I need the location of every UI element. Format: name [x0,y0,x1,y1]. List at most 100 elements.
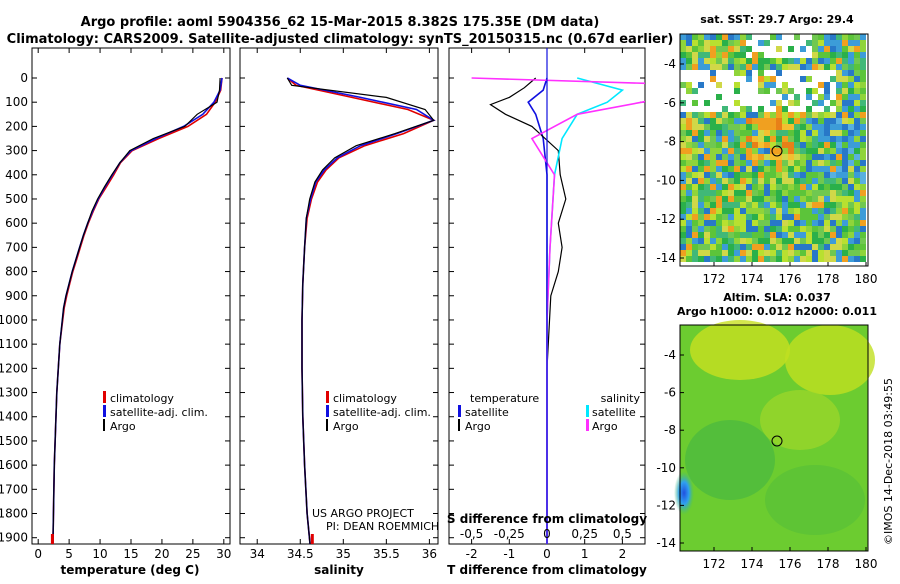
sst-cell [722,232,728,238]
sst-cell [698,220,704,226]
sst-cell [830,220,836,226]
sst-cell [698,238,704,244]
sst-cell [824,94,830,100]
sst-cell [776,214,782,220]
sst-cell [848,124,854,130]
sst-cell [836,172,842,178]
sst-cell [770,100,776,106]
sst-cell [830,118,836,124]
sst-cell [848,58,854,64]
sst-cell [812,64,818,70]
sst-cell [764,136,770,142]
sst-cell [818,100,824,106]
sst-cell [782,172,788,178]
sst-cell [800,136,806,142]
sst-cell [842,238,848,244]
sst-cell [680,190,686,196]
map-lon-tick-label: 174 [741,557,764,571]
sst-cell [788,130,794,136]
sst-cell [728,154,734,160]
sst-cell [830,136,836,142]
sst-cell [836,214,842,220]
sst-cell [716,112,722,118]
depth-tick-label: 600 [5,216,28,230]
sst-cell [692,154,698,160]
sst-cell [680,64,686,70]
sst-cell [758,214,764,220]
sst-cell [854,88,860,94]
sst-cell [824,40,830,46]
legend-swatch-t-argo [458,419,460,431]
salinity-tick-label: 35.5 [373,547,400,561]
sst-cell [812,172,818,178]
sst-cell [686,118,692,124]
sst-cell [830,184,836,190]
sst-map-frame [679,33,869,267]
temperature-tick-label: 5 [65,547,73,561]
sst-cell [746,238,752,244]
sst-cell [716,124,722,130]
sst-cell [806,88,812,94]
sst-cell [824,124,830,130]
sst-cell [830,142,836,148]
sst-cell [686,178,692,184]
sst-cell [758,166,764,172]
sst-cell [740,220,746,226]
legend-swatch-climatology [326,391,329,403]
sst-cell [842,40,848,46]
sst-cell [860,52,866,58]
sst-cell [848,100,854,106]
sst-cell [740,238,746,244]
sst-cell [704,256,710,262]
sst-cell [860,238,866,244]
sst-cell [734,172,740,178]
sst-cell [710,214,716,220]
sst-cell [722,226,728,232]
sst-cell [770,82,776,88]
sst-cell [794,226,800,232]
sst-cell [692,166,698,172]
sst-cell [782,58,788,64]
sst-cell [830,214,836,220]
sst-cell [788,118,794,124]
sst-cell [842,190,848,196]
sst-cell [848,88,854,94]
sst-cell [860,118,866,124]
sst-cell [860,82,866,88]
sst-cell [764,226,770,232]
sst-cell [740,70,746,76]
sst-cell [854,166,860,172]
sst-cell [794,148,800,154]
sst-cell [806,196,812,202]
t-difference-tick-label: 0 [543,547,551,561]
sst-cell [764,202,770,208]
sst-cell [740,130,746,136]
sst-cell [710,118,716,124]
sst-cell [860,40,866,46]
sst-cell [740,106,746,112]
sst-cell [698,130,704,136]
sst-cell [842,214,848,220]
sst-cell [716,136,722,142]
sst-cell [740,214,746,220]
sst-cell [740,112,746,118]
sst-cell [860,130,866,136]
sst-cell [710,70,716,76]
sst-cell [788,148,794,154]
sst-cell [752,220,758,226]
sst-cell [752,232,758,238]
sst-cell [740,142,746,148]
sst-cell [734,208,740,214]
sst-cell [740,154,746,160]
sst-cell [722,34,728,40]
sst-cell [788,208,794,214]
series-line-argo [286,77,435,544]
sst-cell [752,214,758,220]
sst-cell [758,190,764,196]
sst-cell [794,220,800,226]
sst-cell [752,166,758,172]
sst-cell [710,190,716,196]
sst-cell [842,46,848,52]
sst-cell [770,238,776,244]
sst-cell [698,178,704,184]
